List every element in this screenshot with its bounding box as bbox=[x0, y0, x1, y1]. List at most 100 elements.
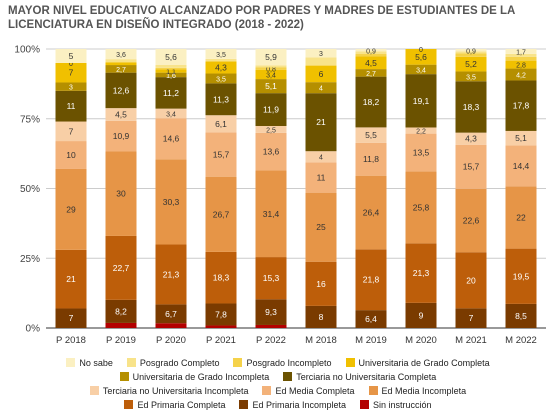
bar-segment bbox=[255, 170, 287, 258]
data-label: 7,8 bbox=[215, 309, 227, 319]
bar-segment bbox=[305, 49, 337, 58]
bar-segment bbox=[305, 65, 337, 83]
bar-segment bbox=[455, 49, 487, 52]
legend-label: Ed Primaria Completa bbox=[137, 399, 226, 410]
bar-segment bbox=[505, 60, 537, 69]
legend-swatch bbox=[262, 386, 272, 395]
data-label: 5,9 bbox=[265, 52, 277, 62]
data-label: 5,6 bbox=[165, 52, 177, 62]
legend-item[interactable]: Terciaria no Universitaria Completa bbox=[283, 372, 436, 382]
bar-segment bbox=[105, 72, 137, 109]
bar-segment bbox=[455, 56, 487, 72]
data-label: 1,7 bbox=[516, 49, 526, 56]
chart-title: MAYOR NIVEL EDUCATIVO ALCANZADO POR PADR… bbox=[8, 5, 515, 31]
bar-segment bbox=[255, 299, 287, 325]
data-label: 4,3 bbox=[465, 134, 477, 144]
data-label: 6,7 bbox=[165, 309, 177, 319]
bar-segment bbox=[255, 125, 287, 133]
bar-segment bbox=[255, 79, 287, 94]
data-label: 8,5 bbox=[515, 311, 527, 321]
bar-segment bbox=[205, 303, 237, 326]
legend-item[interactable]: Universitaria de Grado Incompleta bbox=[119, 372, 269, 382]
bar-segment bbox=[405, 127, 437, 134]
legend-swatch bbox=[239, 400, 249, 409]
data-label: 4,5 bbox=[365, 58, 377, 68]
data-label: 19,1 bbox=[413, 96, 430, 106]
bar-segment bbox=[155, 64, 187, 68]
bar-segment bbox=[405, 302, 437, 328]
legend-item[interactable]: Sin instrucción bbox=[360, 400, 432, 410]
legend-item[interactable]: Posgrado Incompleto bbox=[233, 357, 332, 368]
legend-item[interactable]: Universitaria de Grado Completa bbox=[345, 358, 490, 368]
legend-label: Ed Media Incompleta bbox=[381, 385, 467, 396]
data-label: 4,3 bbox=[215, 62, 227, 72]
bar-segment bbox=[55, 308, 87, 328]
data-label: 2,7 bbox=[366, 71, 376, 78]
data-label: 14,4 bbox=[513, 161, 530, 171]
bar-segment bbox=[205, 83, 237, 116]
x-tick-label: M 2022 bbox=[505, 335, 537, 346]
bar-segment bbox=[105, 59, 137, 63]
data-label: 4,2 bbox=[516, 73, 526, 80]
data-label: 22,6 bbox=[463, 215, 480, 225]
legend-item[interactable]: No sabe bbox=[66, 358, 113, 368]
bar-segment bbox=[405, 49, 437, 65]
legend-item[interactable]: Posgrado Completo bbox=[126, 358, 219, 368]
data-label: 3,5 bbox=[466, 74, 476, 81]
data-label: 11,3 bbox=[213, 94, 229, 104]
bar-segment bbox=[305, 57, 337, 66]
data-label: 15,3 bbox=[263, 273, 280, 283]
data-label: 3,5 bbox=[216, 76, 226, 83]
data-label: 17,8 bbox=[513, 101, 530, 111]
bar-segment bbox=[105, 151, 137, 236]
legend-item[interactable]: Ed Primaria Completa bbox=[124, 400, 225, 410]
bar-segment bbox=[455, 252, 487, 309]
bar-segment bbox=[205, 61, 237, 74]
bar-segment bbox=[505, 56, 537, 61]
bar-segment bbox=[505, 49, 537, 54]
bar-segment bbox=[355, 142, 387, 176]
data-label: 26,7 bbox=[213, 209, 230, 219]
data-label: 22,7 bbox=[113, 263, 130, 273]
y-tick-label: 100% bbox=[14, 45, 40, 56]
legend-swatch bbox=[119, 372, 129, 381]
data-label: 3 bbox=[319, 51, 323, 58]
bar-segment bbox=[405, 243, 437, 303]
legend-item[interactable]: Ed Media Incompleta bbox=[368, 385, 467, 396]
legend-label: Posgrado Incompleto bbox=[246, 357, 332, 368]
data-label: 6 bbox=[319, 69, 324, 79]
bar-segment bbox=[505, 80, 537, 131]
chart-legend: No sabe Posgrado Completo Posgrado Incompl… bbox=[0, 356, 556, 412]
legend-item[interactable]: Ed Media Completa bbox=[262, 385, 355, 396]
bar-segment bbox=[305, 305, 337, 328]
data-label: 11,2 bbox=[163, 88, 179, 98]
legend-label: Ed Media Completa bbox=[275, 385, 355, 396]
bar-segment bbox=[355, 76, 387, 128]
data-label: 25 bbox=[316, 222, 326, 232]
legend-swatch bbox=[233, 358, 243, 367]
bar-segment bbox=[505, 53, 537, 57]
legend-swatch bbox=[66, 358, 76, 367]
legend-swatch bbox=[283, 372, 293, 381]
data-label: 18,2 bbox=[363, 97, 380, 107]
bar-segment bbox=[505, 186, 537, 249]
bar-segment bbox=[205, 325, 237, 328]
bar-segment bbox=[155, 118, 187, 160]
data-label: 0 bbox=[419, 47, 423, 54]
data-label: 2,8 bbox=[516, 63, 526, 70]
data-label: 9,3 bbox=[265, 307, 277, 317]
bar-segment bbox=[305, 93, 337, 152]
data-label: 18,3 bbox=[213, 273, 230, 283]
bar-segment bbox=[455, 144, 487, 189]
bar-segment bbox=[255, 65, 287, 68]
bar-segment bbox=[255, 69, 287, 80]
legend-item[interactable]: Terciaria no Universitaria Incompleta bbox=[89, 386, 248, 396]
bar-segment bbox=[255, 257, 287, 300]
data-label: 9 bbox=[419, 310, 424, 320]
bar-segment bbox=[55, 49, 87, 63]
legend-label: Terciaria no Universitaria Completa bbox=[296, 371, 437, 382]
x-tick-label: M 2021 bbox=[455, 335, 487, 346]
bar-segment bbox=[155, 77, 187, 109]
legend-item[interactable]: Ed Primaria Incompleta bbox=[239, 400, 346, 410]
bar-segment bbox=[405, 64, 437, 75]
